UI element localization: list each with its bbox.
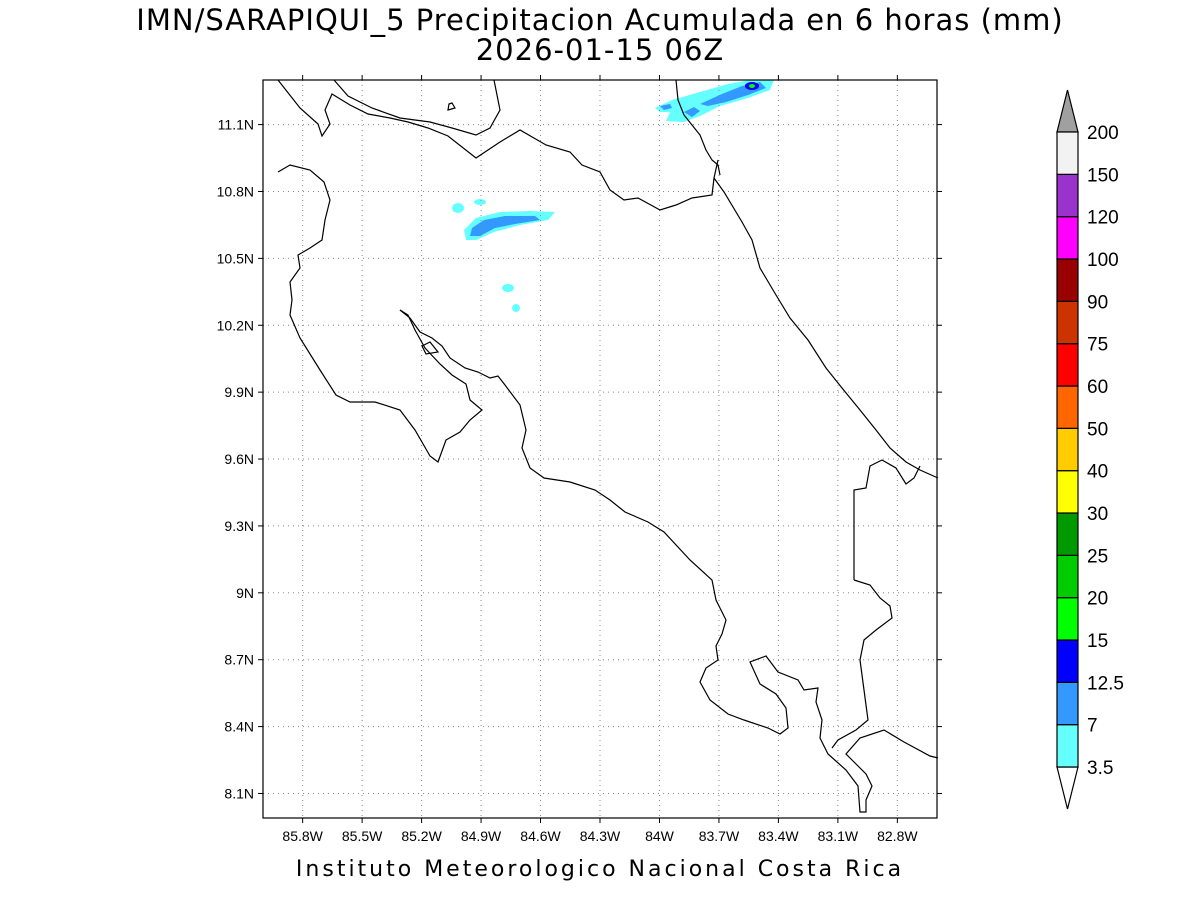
lat-tick-label: 8.7N — [224, 652, 254, 668]
nicaragua-border — [277, 79, 719, 211]
lat-tick-label: 10.5N — [217, 250, 254, 266]
precip-band-ne-core2 — [684, 107, 700, 117]
colorbar-label: 200 — [1087, 123, 1119, 144]
colorbar-label: 3.5 — [1087, 758, 1113, 779]
colorbar-label: 120 — [1087, 208, 1119, 229]
nicoya-gulf-island — [421, 341, 440, 355]
colorbar-swatch — [1056, 258, 1079, 302]
colorbar-label: 30 — [1087, 504, 1108, 525]
lon-tick-label: 85.2W — [401, 828, 442, 844]
lat-tick-label: 9.9N — [224, 384, 254, 400]
colorbar-label: 150 — [1087, 165, 1119, 186]
lat-tick-label: 9.3N — [224, 518, 254, 534]
colorbar-label: 7 — [1087, 716, 1098, 737]
colorbar-swatch — [1056, 597, 1079, 641]
lon-tick-label: 83.7W — [699, 828, 740, 844]
precip-patch-south-b — [512, 304, 520, 312]
colorbar-label: 12.5 — [1087, 673, 1124, 694]
lat-tick-label: 8.4N — [224, 719, 254, 735]
gulf-inner-coast — [399, 309, 939, 813]
precip-band-ne-peak-inner — [749, 84, 755, 88]
map-title: IMN/SARAPIQUI_5 Precipitacion Acumulada … — [136, 3, 1064, 37]
lon-tick-label: 84.6W — [520, 828, 561, 844]
colorbar-swatch — [1056, 554, 1079, 599]
map-datetime: 2026-01-15 06Z — [475, 33, 725, 67]
panama-border — [853, 459, 921, 580]
colorbar: 3.5 7 12.5 15 20 25 30 40 50 60 75 90 100 120 150 200 — [1056, 89, 1124, 810]
colorbar-swatch — [1056, 512, 1079, 556]
colorbar-label: 50 — [1087, 419, 1108, 440]
lat-tick-label: 11.1N — [218, 117, 254, 133]
colorbar-swatch — [1056, 131, 1079, 175]
caribbean-nicaragua-coast — [675, 79, 721, 176]
colorbar-swatch — [1056, 216, 1079, 260]
precip-patch-south-a — [502, 284, 514, 292]
lat-tick-label: 9N — [236, 585, 254, 601]
colorbar-arrow-bottom — [1056, 766, 1079, 810]
colorbar-label: 25 — [1087, 546, 1108, 567]
lat-tick-label: 10.8N — [217, 183, 254, 199]
lon-tick-label: 85.5W — [342, 828, 383, 844]
colorbar-label: 100 — [1087, 250, 1119, 271]
map-gridlines — [263, 80, 937, 818]
coastlines — [277, 79, 939, 813]
colorbar-swatch — [1056, 470, 1079, 514]
colorbar-swatch — [1056, 681, 1079, 726]
lon-tick-label: 82.8W — [877, 828, 918, 844]
precip-band-ne-core3 — [660, 104, 672, 110]
lon-tick-label: 84W — [645, 828, 675, 844]
precipitation-field — [452, 80, 774, 312]
precip-band-nc-patch-b — [474, 199, 486, 205]
lon-tick-label: 83.1W — [818, 828, 859, 844]
precip-band-nc-core — [470, 216, 540, 236]
lon-tick-label: 84.3W — [580, 828, 621, 844]
colorbar-swatch — [1056, 385, 1079, 429]
map-axes: 11.1N 10.8N 10.5N 10.2N 9.9N 9.6N 9.3N 9N 8.7N 8.… — [217, 75, 942, 844]
colorbar-swatch — [1056, 639, 1079, 683]
panama-border-south — [831, 579, 893, 749]
colorbar-label: 20 — [1087, 589, 1108, 610]
lat-tick-label: 9.6N — [224, 451, 254, 467]
precip-band-nc-patch-a — [452, 203, 464, 213]
lon-tick-label: 84.9W — [461, 828, 502, 844]
lat-tick-label: 8.1N — [224, 785, 254, 801]
lon-tick-label: 83.4W — [758, 828, 799, 844]
lon-tick-label: 85.8W — [282, 828, 323, 844]
colorbar-label: 15 — [1087, 631, 1108, 652]
colorbar-swatch — [1056, 300, 1079, 345]
colorbar-swatch — [1056, 343, 1079, 387]
caribbean-coast — [713, 177, 939, 479]
lake-nicaragua-shore — [333, 79, 501, 136]
colorbar-swatch — [1056, 724, 1079, 768]
colorbar-label: 40 — [1087, 462, 1108, 483]
colorbar-label: 60 — [1087, 377, 1108, 398]
footer-credit: Instituto Meteorologico Nacional Costa R… — [295, 857, 905, 882]
colorbar-swatch — [1056, 173, 1079, 218]
north-nicoya-coast — [277, 164, 483, 463]
colorbar-label: 90 — [1087, 292, 1108, 313]
colorbar-label: 75 — [1087, 335, 1108, 356]
colorbar-swatch — [1056, 427, 1079, 472]
colorbar-arrow-top — [1056, 89, 1079, 133]
lat-tick-label: 10.2N — [217, 317, 254, 333]
lake-island — [447, 102, 456, 111]
